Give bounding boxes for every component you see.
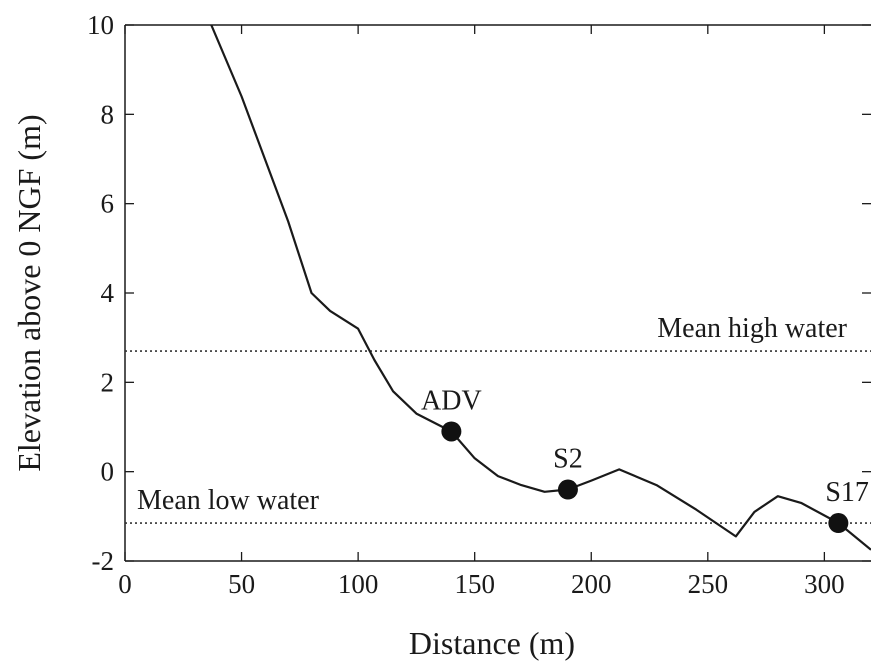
y-tick-label: 10 bbox=[87, 10, 114, 40]
x-axis-title: Distance (m) bbox=[409, 625, 575, 661]
x-tick-label: 200 bbox=[571, 569, 612, 599]
x-tick-label: 250 bbox=[688, 569, 729, 599]
y-tick-label: 6 bbox=[101, 189, 115, 219]
annotations: Mean high water Mean low water ADV S2 S17 bbox=[137, 313, 869, 516]
axes bbox=[124, 24, 871, 562]
y-tick-label: 2 bbox=[101, 367, 115, 397]
profile-line bbox=[210, 25, 871, 551]
x-tick-label: 300 bbox=[804, 569, 845, 599]
mean-low-water-label: Mean low water bbox=[137, 485, 320, 516]
station-label: S2 bbox=[553, 444, 583, 475]
x-tick-label: 150 bbox=[454, 569, 495, 599]
x-tick-label: 50 bbox=[228, 569, 255, 599]
station-points bbox=[441, 421, 849, 534]
station-point bbox=[557, 479, 578, 500]
x-tick-label: 0 bbox=[118, 569, 132, 599]
y-tick-label: -2 bbox=[92, 546, 115, 576]
y-axis-title: Elevation above 0 NGF (m) bbox=[11, 114, 47, 471]
station-label: S17 bbox=[825, 477, 869, 508]
station-label: ADV bbox=[421, 385, 482, 416]
series-group bbox=[210, 25, 871, 551]
y-tick-label: 8 bbox=[101, 99, 115, 129]
mean-high-water-label: Mean high water bbox=[657, 313, 847, 344]
y-tick-label: 0 bbox=[101, 457, 115, 487]
station-point bbox=[828, 513, 849, 534]
station-point bbox=[441, 421, 462, 442]
x-tick-label: 100 bbox=[338, 569, 379, 599]
y-tick-label: 4 bbox=[101, 278, 115, 308]
